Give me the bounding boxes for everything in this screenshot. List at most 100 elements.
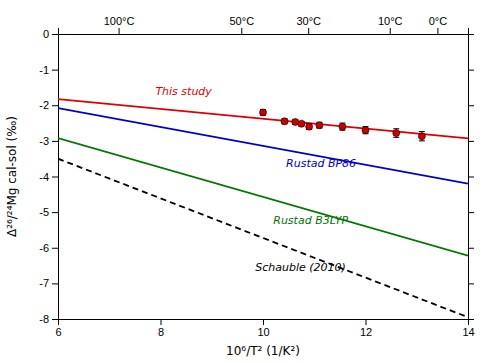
error-bar-cap xyxy=(393,137,399,138)
error-bar xyxy=(419,132,425,141)
x-axis-tick-label: 8 xyxy=(158,326,164,338)
x-axis-title: 10⁶/T² (1/K²) xyxy=(226,344,300,358)
error-bar xyxy=(363,127,369,134)
y-axis-tick-label: -3 xyxy=(39,135,49,147)
y-axis-right-tick xyxy=(468,70,474,71)
error-bar-cap xyxy=(419,140,425,141)
point xyxy=(362,127,369,134)
points xyxy=(260,109,426,141)
y-axis-tick-label: -2 xyxy=(39,99,49,111)
y-axis-tick: -7 xyxy=(39,277,58,289)
x2-axis-tick-mark xyxy=(241,28,242,34)
point xyxy=(393,130,400,137)
y-axis-right-tick-mark xyxy=(468,212,474,213)
x-axis-tick-mark xyxy=(366,319,367,325)
y-axis-right-tick xyxy=(468,319,474,320)
y-axis-tick-label: -8 xyxy=(39,313,49,325)
y-axis-tick-mark xyxy=(52,34,58,35)
y-axis-title: Δ²⁶/²⁴Mg cal-sol (‰) xyxy=(5,116,19,237)
y-axis-right-tick-mark xyxy=(468,319,474,320)
error-bar xyxy=(316,122,322,128)
annotation: Rustad B3LYP xyxy=(273,214,348,227)
chart: 6 8 10 12 14 0 -1 -2 -3 -4 -5 -6 -7 -8 100°C 50°C 30°C 10… xyxy=(0,0,484,363)
y-axis-tick: -4 xyxy=(39,171,58,183)
x2-axis-tick: 50°C xyxy=(229,15,254,34)
y-axis-tick: -6 xyxy=(39,242,58,254)
x-axis-tick: 14 xyxy=(462,319,474,338)
y-axis-right-tick-mark xyxy=(468,105,474,106)
y-axis-tick-label: -4 xyxy=(39,171,49,183)
x2-axis-tick: 100°C xyxy=(104,15,135,34)
x2-axis-tick-mark xyxy=(119,28,120,34)
x2-axis-tick-label: 50°C xyxy=(229,15,254,27)
y-axis-line xyxy=(52,35,59,320)
y-axis-right-tick xyxy=(468,105,474,106)
point xyxy=(306,123,313,130)
y-axis-right-tick xyxy=(468,248,474,249)
y-axis-tick-mark xyxy=(52,141,58,142)
x-axis-tick-mark xyxy=(263,319,264,325)
annotation: Schauble (2010) xyxy=(255,261,346,274)
y-axis-right-line xyxy=(469,35,475,320)
line xyxy=(58,159,468,318)
line xyxy=(58,108,468,184)
y-axis-tick-mark xyxy=(52,177,58,178)
y-axis-tick-label: -6 xyxy=(39,242,49,254)
x2-axis-tick-label: 10°C xyxy=(378,15,403,27)
y-axis-tick-mark xyxy=(52,70,58,71)
y-axis-tick-label: -5 xyxy=(39,206,49,218)
y-axis-tick-mark xyxy=(52,319,58,320)
x2-axis-tick: 10°C xyxy=(378,15,403,34)
y-axis-right-tick xyxy=(468,283,474,284)
point xyxy=(316,122,323,129)
annotation: Rustad BP86 xyxy=(286,157,356,170)
y-axis-right-tick-mark xyxy=(468,141,474,142)
y-axis-tick: 0 xyxy=(43,28,58,40)
y-axis-tick: -1 xyxy=(39,64,58,76)
y-axis-right-tick xyxy=(468,177,474,178)
x2-axis-line xyxy=(59,28,469,35)
x-axis-tick: 6 xyxy=(55,319,61,338)
y-axis-tick-label: 0 xyxy=(43,28,49,40)
annotations: This study Rustad BP86 Rustad B3LYP Schaubl… xyxy=(155,85,356,274)
y-axis-tick: -5 xyxy=(39,206,58,218)
y-axis-tick: -8 xyxy=(39,313,58,325)
y-axis-tick-label: -1 xyxy=(39,64,49,76)
error-bar xyxy=(306,124,312,130)
y-axis-tick-mark xyxy=(52,248,58,249)
y-axis-right-tick-mark xyxy=(468,177,474,178)
x-axis-tick: 10 xyxy=(257,319,269,338)
y-axis-right-tick xyxy=(468,141,474,142)
y-axis: 0 -1 -2 -3 -4 -5 -6 -7 -8 xyxy=(39,28,58,325)
x-axis-tick: 12 xyxy=(360,319,372,338)
x-axis: 6 8 10 12 14 xyxy=(55,319,474,338)
x2-axis-tick-mark xyxy=(437,28,438,34)
x2-axis-tick: 30°C xyxy=(296,15,321,34)
point xyxy=(281,118,288,125)
y-axis-right-tick-mark xyxy=(468,248,474,249)
y-axis-right-tick xyxy=(468,212,474,213)
y-axis-tick-label: -7 xyxy=(39,277,49,289)
y-axis-tick-mark xyxy=(52,283,58,284)
x-axis-tick-label: 10 xyxy=(257,326,269,338)
y-axis-tick: -2 xyxy=(39,99,58,111)
x2-axis-tick-mark xyxy=(308,28,309,34)
point xyxy=(260,109,267,116)
point xyxy=(298,120,305,127)
annotation: This study xyxy=(155,85,212,98)
y-axis-right-tick-mark xyxy=(468,70,474,71)
x-axis-line xyxy=(59,320,469,326)
marks xyxy=(58,99,468,317)
error-bar xyxy=(393,129,399,138)
x2-axis-tick-label: 0°C xyxy=(429,15,448,27)
x-axis-tick-label: 14 xyxy=(462,326,474,338)
y-axis-right xyxy=(468,35,474,320)
x2-axis-tick-mark xyxy=(390,28,391,34)
x-axis-tick-mark xyxy=(161,319,162,325)
plot: 6 8 10 12 14 0 -1 -2 -3 -4 -5 -6 -7 -8 100°C 50°C 30°C 10… xyxy=(39,15,474,338)
line xyxy=(58,138,468,256)
point xyxy=(339,123,346,130)
error-bar xyxy=(260,110,266,116)
y-axis-tick-mark xyxy=(52,212,58,213)
y-axis-right-tick-mark xyxy=(468,283,474,284)
